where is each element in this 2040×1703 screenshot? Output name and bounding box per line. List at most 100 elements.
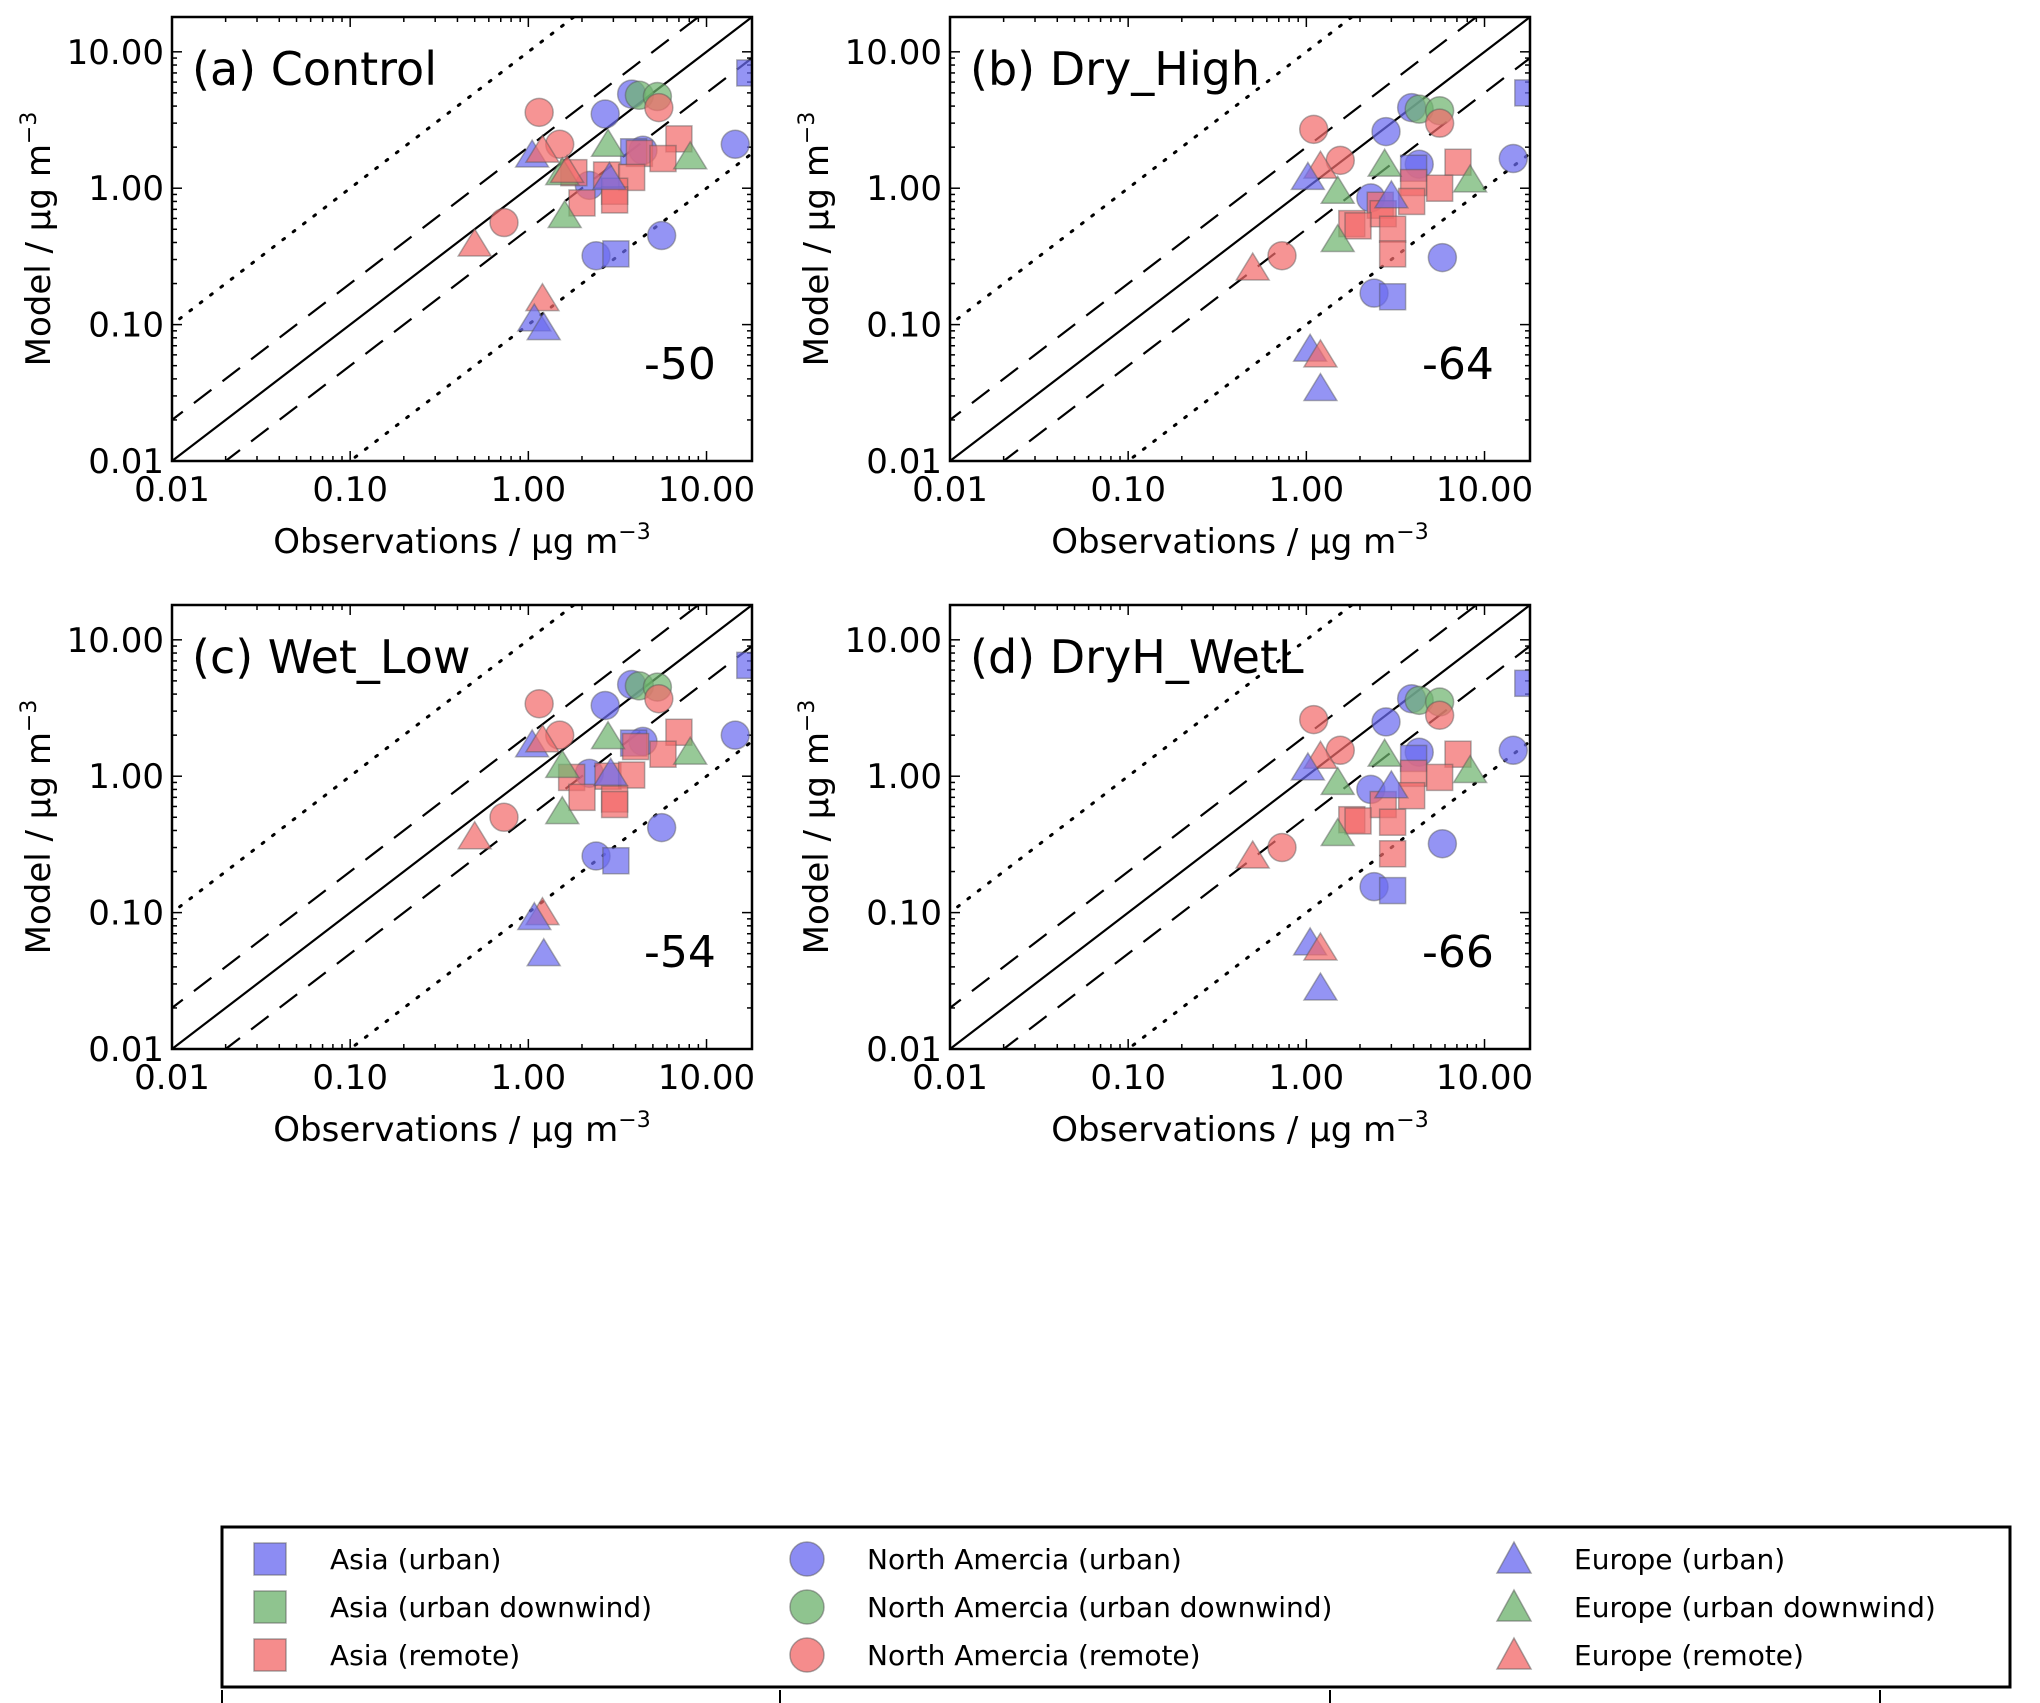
bias-annotation: -54 xyxy=(644,927,716,978)
y-axis-label-exponent: −3 xyxy=(795,700,820,732)
panel-b: 0.010.010.100.101.001.0010.0010.00Observ… xyxy=(795,15,1533,562)
data-point-triangle xyxy=(544,749,581,779)
data-point-triangle xyxy=(1366,737,1403,767)
data-point-triangle xyxy=(1319,223,1356,253)
panel-title: (c) Wet_Low xyxy=(192,630,471,684)
y-tick-label: 0.01 xyxy=(866,1030,942,1070)
data-point-square xyxy=(1344,807,1372,835)
legend-marker-circle xyxy=(789,1541,825,1577)
x-tick-label: 0.10 xyxy=(1090,1058,1166,1098)
y-tick-label: 1.00 xyxy=(88,169,164,209)
data-point-square xyxy=(1425,763,1454,792)
legend-label: North Amercia (remote) xyxy=(867,1639,1201,1672)
reference-line-10-to-1 xyxy=(172,605,577,915)
data-point-square xyxy=(736,651,752,680)
reference-line-2-to-1 xyxy=(950,17,1479,422)
data-point-triangle xyxy=(549,154,585,184)
panel-title: (a) Control xyxy=(192,42,437,96)
data-point-square xyxy=(1378,840,1407,868)
bias-annotation: -66 xyxy=(1422,927,1494,978)
data-point-circle xyxy=(646,220,677,251)
y-tick-label: 0.01 xyxy=(88,1030,164,1070)
data-point-triangle xyxy=(516,901,553,931)
data-point-triangle xyxy=(1302,372,1339,402)
y-tick-label: 1.00 xyxy=(88,757,164,797)
data-point-circle xyxy=(590,99,620,129)
x-axis-label-exponent: −3 xyxy=(618,520,650,545)
data-point-square xyxy=(736,59,752,87)
data-point-triangle xyxy=(590,127,626,157)
y-tick-label: 0.10 xyxy=(866,894,942,934)
y-tick-label: 10.00 xyxy=(67,33,164,73)
legend-frame xyxy=(220,1525,2012,1689)
reference-lines xyxy=(172,605,752,1049)
x-tick-label: 10.00 xyxy=(1436,470,1533,510)
data-point-triangle xyxy=(1319,817,1356,847)
x-tick-label: 0.10 xyxy=(1090,470,1166,510)
data-point-square xyxy=(1378,240,1407,268)
data-point-triangle xyxy=(1234,251,1271,281)
y-tick-label: 10.00 xyxy=(845,33,942,73)
x-tick-label: 1.00 xyxy=(490,470,566,510)
legend-label: Asia (remote) xyxy=(330,1639,520,1672)
y-axis-label: Model / μg m−3 xyxy=(795,700,837,955)
bias-annotation: -64 xyxy=(1422,339,1494,390)
reference-line-1-to-10 xyxy=(347,739,752,1049)
data-point-square xyxy=(1344,212,1372,240)
legend-marker-triangle xyxy=(1495,1588,1533,1622)
plot-frame xyxy=(948,15,1532,463)
data-point-square xyxy=(649,144,677,173)
data-point-circle xyxy=(524,688,554,719)
reference-line-1-to-2 xyxy=(223,56,752,461)
reference-lines xyxy=(172,17,752,461)
data-point-square xyxy=(1378,283,1407,311)
reference-line-1-to-1 xyxy=(172,605,752,1049)
x-tick-label: 10.00 xyxy=(658,1058,755,1098)
data-point-square xyxy=(568,783,596,812)
legend: Asia (urban) Asia (urban downwind) Asia (r… xyxy=(220,1525,2012,1689)
reference-lines xyxy=(950,605,1530,1049)
panel-d: 0.010.010.100.101.001.0010.0010.00Observ… xyxy=(795,603,1533,1150)
data-point-square xyxy=(649,740,677,768)
y-tick-label: 10.00 xyxy=(67,621,164,661)
data-point-triangle xyxy=(544,795,581,825)
data-point-square xyxy=(1378,215,1407,244)
legend-label: North Amercia (urban downwind) xyxy=(867,1591,1332,1624)
data-point-triangle xyxy=(1319,174,1356,204)
legend-marker-triangle xyxy=(1495,1636,1533,1670)
panel-c: 0.010.010.100.101.001.0010.0010.00Observ… xyxy=(17,603,755,1150)
data-point-circle xyxy=(489,207,519,238)
legend-marker-square xyxy=(253,1638,287,1672)
panel-title: (b) Dry_High xyxy=(970,42,1260,96)
reference-line-1-to-2 xyxy=(1001,644,1530,1049)
x-tick-label: 1.00 xyxy=(490,1058,566,1098)
x-tick-label: 0.01 xyxy=(134,470,210,510)
data-point-circle xyxy=(644,683,674,714)
reference-line-1-to-1 xyxy=(950,17,1530,461)
legend-label: Asia (urban downwind) xyxy=(330,1591,652,1624)
data-point-square xyxy=(625,139,654,168)
legend-marker-triangle xyxy=(1495,1540,1533,1574)
data-points xyxy=(456,59,752,341)
data-point-square xyxy=(602,240,630,268)
data-point-triangle xyxy=(524,723,561,753)
y-axis-label-exponent: −3 xyxy=(17,112,42,144)
x-tick-label: 1.00 xyxy=(1268,470,1344,510)
reference-line-2-to-1 xyxy=(172,17,701,422)
data-point-square xyxy=(665,718,693,747)
y-axis-label-exponent: −3 xyxy=(795,112,820,144)
data-point-circle xyxy=(524,97,554,128)
data-point-square xyxy=(568,189,596,217)
legend-marker-circle xyxy=(789,1589,825,1625)
data-point-circle xyxy=(1424,108,1455,138)
data-point-circle xyxy=(646,812,677,843)
y-tick-label: 0.10 xyxy=(88,306,164,346)
legend-label: Europe (remote) xyxy=(1574,1639,1804,1672)
x-tick-label: 0.10 xyxy=(312,1058,388,1098)
reference-line-1-to-1 xyxy=(950,605,1530,1049)
reference-line-10-to-1 xyxy=(950,605,1355,915)
data-points xyxy=(1234,669,1530,1001)
data-point-triangle xyxy=(525,311,562,341)
y-axis-label: Model / μg m−3 xyxy=(795,112,837,367)
